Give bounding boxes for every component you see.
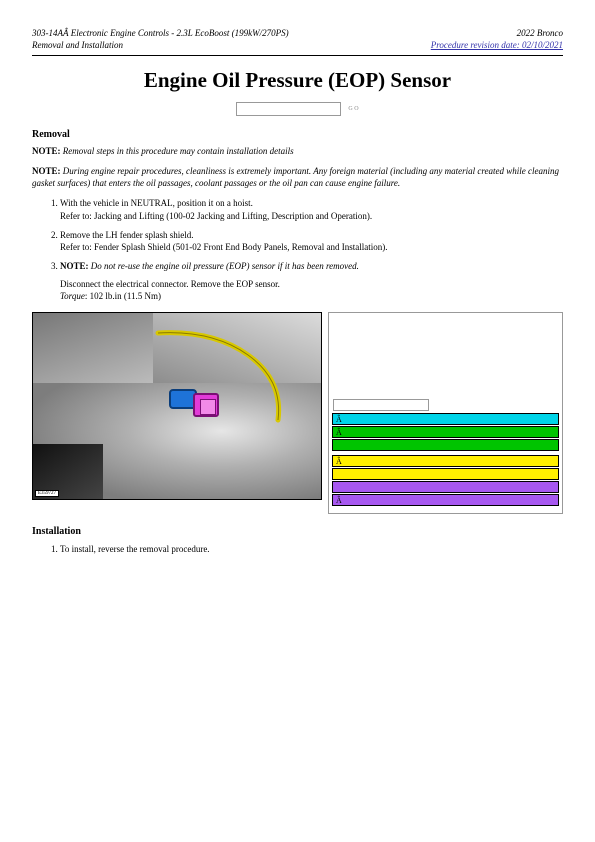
step-text: Disconnect the electrical connector. Rem…: [60, 278, 563, 290]
torque-value: : 102 lb.in (11.5 Nm): [85, 291, 161, 301]
legend-row: Â: [332, 455, 559, 467]
figure-row: E359727 ÂÂÂÂ: [32, 312, 563, 514]
removal-step-3: NOTE: Do not re-use the engine oil press…: [60, 260, 563, 302]
note-1: NOTE: Removal steps in this procedure ma…: [32, 146, 563, 158]
installation-steps: To install, reverse the removal procedur…: [32, 543, 563, 555]
engine-block: [33, 313, 153, 383]
header-right: 2022 Bronco Procedure revision date: 02/…: [431, 28, 563, 51]
note-2-text: During engine repair procedures, cleanli…: [32, 166, 559, 188]
header-section-code: 303-14AÂ Electronic Engine Controls - 2.…: [32, 28, 289, 40]
legend-row: [332, 468, 559, 480]
header: 303-14AÂ Electronic Engine Controls - 2.…: [32, 28, 563, 51]
legend-row: Â: [332, 413, 559, 425]
header-subtitle: Removal and Installation: [32, 40, 289, 52]
removal-step-2: Remove the LH fender splash shield. Refe…: [60, 229, 563, 253]
step-refer: Refer to: Jacking and Lifting (100-02 Ja…: [60, 210, 563, 222]
step-note: NOTE: Do not re-use the engine oil press…: [60, 260, 563, 272]
step-text: To install, reverse the removal procedur…: [60, 544, 210, 554]
installation-step-1: To install, reverse the removal procedur…: [60, 543, 563, 555]
installation-heading: Installation: [32, 526, 563, 537]
legend-row: Â: [332, 426, 559, 438]
engine-figure: E359727: [32, 312, 322, 500]
header-divider: [32, 55, 563, 56]
torque-label: Torque: [60, 291, 85, 301]
removal-step-1: With the vehicle in NEUTRAL, position it…: [60, 197, 563, 221]
page-title: Engine Oil Pressure (EOP) Sensor: [32, 68, 563, 93]
legend-gap: [331, 452, 560, 454]
note-2: NOTE: During engine repair procedures, c…: [32, 166, 563, 189]
header-vehicle: 2022 Bronco: [431, 28, 563, 40]
removal-steps: With the vehicle in NEUTRAL, position it…: [32, 197, 563, 302]
legend-row: [332, 439, 559, 451]
search-input[interactable]: [236, 102, 341, 116]
note-1-text: Removal steps in this procedure may cont…: [63, 146, 294, 156]
revision-date-link[interactable]: Procedure revision date: 02/10/2021: [431, 40, 563, 50]
figure-id: E359727: [35, 490, 59, 497]
search-row: G O: [32, 99, 563, 117]
legend-input[interactable]: [333, 399, 429, 411]
note-label: NOTE:: [60, 261, 89, 271]
connector-pink-icon: [193, 393, 219, 417]
legend-spacer: [331, 315, 560, 399]
step-refer: Refer to: Fender Splash Shield (501-02 F…: [60, 241, 563, 253]
note-label: NOTE:: [32, 166, 61, 176]
go-label[interactable]: G O: [348, 106, 358, 112]
step-note-text: Do not re-use the engine oil pressure (E…: [91, 261, 359, 271]
wire-icon: [153, 325, 322, 435]
legend-row: [332, 481, 559, 493]
legend-row: Â: [332, 494, 559, 506]
note-label: NOTE:: [32, 146, 61, 156]
header-left: 303-14AÂ Electronic Engine Controls - 2.…: [32, 28, 289, 51]
removal-heading: Removal: [32, 129, 563, 140]
step-text: Remove the LH fender splash shield.: [60, 229, 563, 241]
step-torque: Torque: 102 lb.in (11.5 Nm): [60, 290, 563, 302]
legend-panel: ÂÂÂÂ: [328, 312, 563, 514]
step-text: With the vehicle in NEUTRAL, position it…: [60, 197, 563, 209]
